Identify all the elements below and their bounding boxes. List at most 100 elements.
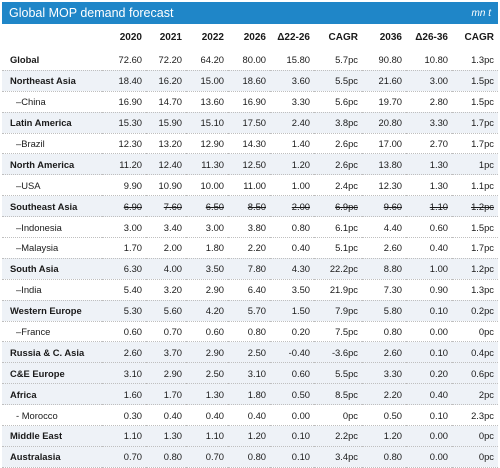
table-cell: 2.2pc (314, 425, 362, 447)
table-cell: 0.80 (362, 321, 406, 343)
table-cell: 72.20 (146, 50, 186, 71)
row-label: Southeast Asia (2, 195, 102, 218)
table-cell: 0.70 (102, 446, 146, 468)
table-cell: 2.6pc (314, 153, 362, 176)
table-cell: 18.60 (228, 70, 270, 92)
table-cell: 0.80 (362, 446, 406, 468)
column-header: 2021 (159, 31, 182, 43)
table-cell: 0.10 (270, 446, 314, 468)
table-cell: 0.30 (102, 404, 146, 427)
table-cell: 2.90 (146, 362, 186, 385)
table-cell: 14.70 (146, 91, 186, 113)
table-cell: 0.90 (406, 279, 452, 301)
table-row: South Asia 6.30 4.00 3.50 7.80 4.30 22.2pc 8.80… (2, 258, 498, 280)
table-cell: 2.60 (102, 341, 146, 364)
row-label: –India (2, 279, 102, 301)
table-cell: 0.00 (406, 446, 452, 468)
table-cell: 80.00 (228, 50, 270, 71)
table-cell: 1.5pc (452, 70, 498, 92)
table-cell: 7.9pc (314, 300, 362, 322)
table-cell: 1.50 (270, 300, 314, 322)
table-cell: 2.70 (406, 133, 452, 155)
row-label: Australasia (2, 446, 102, 468)
table-cell: 1pc (452, 153, 498, 176)
table-cell: 13.20 (146, 133, 186, 155)
table-cell: 0.10 (270, 425, 314, 447)
table-cell: 0.40 (270, 237, 314, 259)
row-label: –Malaysia (2, 237, 102, 259)
table-cell: 72.60 (102, 50, 146, 71)
table-cell: 5.70 (228, 300, 270, 322)
table-cell: 2.60 (362, 341, 406, 364)
table-cell: 1.2pc (452, 195, 498, 218)
table-cell: 0.60 (406, 216, 452, 239)
table-cell: 16.90 (102, 91, 146, 113)
table-cell: 0.80 (228, 446, 270, 468)
label-column-header (2, 24, 102, 50)
column-header: Δ26-36 (415, 31, 448, 43)
table-cell: 10.90 (146, 174, 186, 197)
table-cell: 2.6pc (314, 133, 362, 155)
table-cell: 12.50 (228, 153, 270, 176)
row-label: Western Europe (2, 300, 102, 322)
table-row: Global 72.60 72.20 64.20 80.00 15.80 5.7pc 90.8… (2, 50, 498, 71)
table-cell: 5.5pc (314, 70, 362, 92)
table-cell: 3.60 (270, 70, 314, 92)
table-row: –USA 9.90 10.90 10.00 11.00 1.00 2.4pc 12.30 1.3… (2, 174, 498, 197)
row-label: –Brazil (2, 133, 102, 155)
table-cell: 7.60 (146, 195, 186, 218)
table-cell: 1.00 (270, 174, 314, 197)
table-cell: 1.1pc (452, 174, 498, 197)
table-cell: 1.30 (186, 383, 228, 406)
table-row: –China 16.90 14.70 13.60 16.90 3.30 5.6pc 19.70… (2, 91, 498, 113)
table-cell: 3.00 (406, 70, 452, 92)
table-cell: 3.50 (270, 279, 314, 301)
row-label: –France (2, 321, 102, 343)
table-cell: 5.6pc (314, 91, 362, 113)
table-cell: 3.50 (186, 258, 228, 280)
table-cell: 5.1pc (314, 237, 362, 259)
table-cell: 2pc (452, 383, 498, 406)
table-cell: 3.30 (406, 112, 452, 134)
table-cell: 1.5pc (452, 91, 498, 113)
table-cell: 2.80 (406, 91, 452, 113)
table-cell: 8.5pc (314, 383, 362, 406)
table-cell: 2.4pc (314, 174, 362, 197)
table-row: Middle East 1.10 1.30 1.10 1.20 0.10 2.2pc 1.20… (2, 425, 498, 447)
table-cell: 2.40 (270, 112, 314, 134)
table-cell: 4.00 (146, 258, 186, 280)
table-cell: 1.7pc (452, 237, 498, 259)
table-cell: 0.40 (228, 404, 270, 427)
table-body: Global 72.60 72.20 64.20 80.00 15.80 5.7pc 90.8… (2, 50, 498, 468)
table-cell: 0.00 (406, 321, 452, 343)
table-cell: 17.50 (228, 112, 270, 134)
table-cell: 15.30 (102, 112, 146, 134)
table-cell: 1.5pc (452, 216, 498, 239)
table-cell: 1.3pc (452, 50, 498, 71)
table-cell: 3.20 (146, 279, 186, 301)
row-label: Middle East (2, 425, 102, 447)
row-label: Russia & C. Asia (2, 341, 102, 364)
table-cell: 64.20 (186, 50, 228, 71)
row-label: South Asia (2, 258, 102, 280)
table-cell: 3.30 (362, 362, 406, 385)
table-cell: 15.90 (146, 112, 186, 134)
table-cell: 2.20 (362, 383, 406, 406)
table-cell: 2.00 (270, 195, 314, 218)
table-cell: 0.70 (146, 321, 186, 343)
table-row: Australasia 0.70 0.80 0.70 0.80 0.10 3.4pc 0.80… (2, 446, 498, 468)
table-cell: 0.10 (406, 404, 452, 427)
table-cell: 4.40 (362, 216, 406, 239)
table-cell: 6.50 (186, 195, 228, 218)
table-cell: 5.40 (102, 279, 146, 301)
table-cell: 7.5pc (314, 321, 362, 343)
table-row: –Malaysia 1.70 2.00 1.80 2.20 0.40 5.1pc 2.60 0.… (2, 237, 498, 259)
table-row: –Indonesia 3.00 3.40 3.00 3.80 0.80 6.1pc 4.40 0… (2, 216, 498, 239)
table-cell: 0.40 (406, 237, 452, 259)
table-cell: 0.40 (406, 383, 452, 406)
table-cell: 0.10 (406, 341, 452, 364)
row-label: –USA (2, 174, 102, 197)
table-cell: 1.20 (270, 153, 314, 176)
table-cell: 0.20 (270, 321, 314, 343)
